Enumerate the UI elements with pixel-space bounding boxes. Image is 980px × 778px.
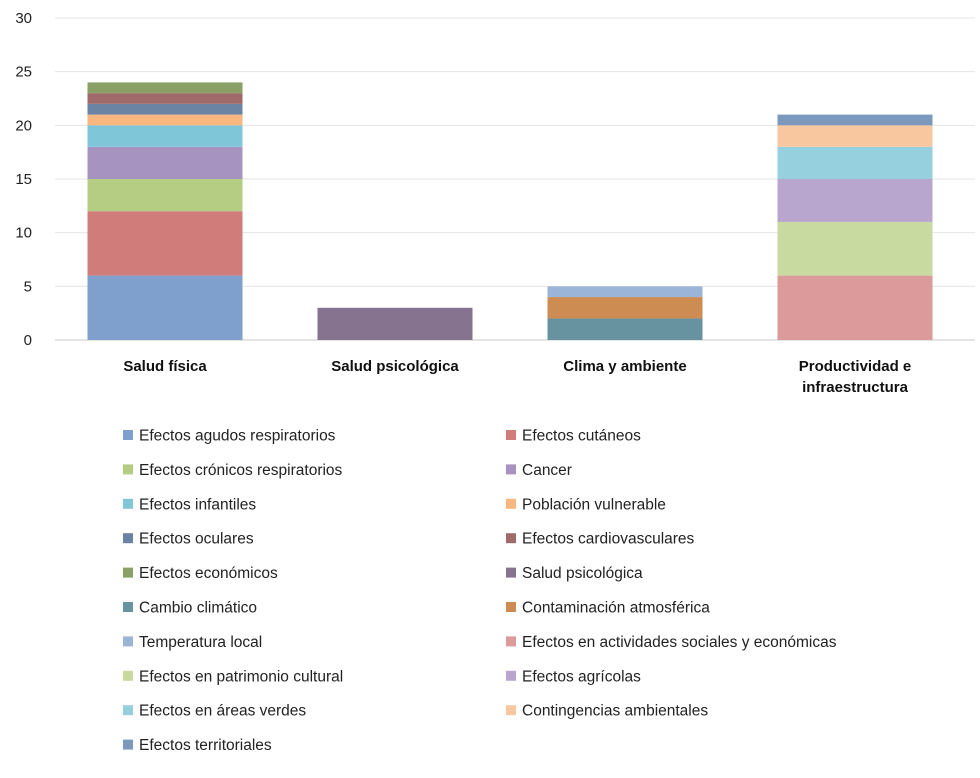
bar-segment xyxy=(777,275,933,340)
bar-segment xyxy=(317,307,473,340)
legend-label: Efectos infantiles xyxy=(139,496,256,513)
legend-swatch xyxy=(506,498,516,509)
legend-label: Efectos en áreas verdes xyxy=(139,703,306,720)
legend-swatch xyxy=(506,670,516,681)
bar-segment xyxy=(777,221,933,276)
x-category-label: Clima y ambiente xyxy=(563,358,686,375)
legend-swatch xyxy=(506,464,516,475)
y-tick-label: 30 xyxy=(15,10,32,27)
legend-swatch xyxy=(123,636,133,647)
legend-label: Contingencias ambientales xyxy=(522,703,708,720)
legend-swatch xyxy=(123,739,133,750)
bar-segment xyxy=(777,125,933,147)
x-category-label: Salud física xyxy=(123,358,207,375)
y-axis-ticks: 0 5 10 15 20 25 30 xyxy=(15,10,32,349)
bar-segment xyxy=(547,286,703,298)
legend-swatch xyxy=(506,430,516,440)
legend-swatch xyxy=(506,602,516,612)
bar-segment xyxy=(547,318,703,340)
legend-swatch xyxy=(123,670,133,681)
legend-label: Efectos agudos respiratorios xyxy=(139,428,336,445)
x-category-label: Productividad e xyxy=(799,358,912,375)
y-tick-label: 10 xyxy=(15,225,32,242)
x-category-label: Salud psicológica xyxy=(331,358,459,375)
legend-swatch xyxy=(506,533,516,544)
legend-label: Efectos cardiovasculares xyxy=(522,531,695,548)
y-tick-label: 5 xyxy=(24,278,32,295)
y-tick-label: 25 xyxy=(15,64,32,81)
bar-segment xyxy=(87,179,243,212)
legend-label: Población vulnerable xyxy=(522,496,666,513)
y-tick-label: 0 xyxy=(24,332,32,349)
legend-label: Efectos territoriales xyxy=(139,737,272,754)
legend: Efectos agudos respiratorios Efectos cutá… xyxy=(123,428,837,754)
legend-swatch xyxy=(506,567,516,578)
legend-swatch xyxy=(123,705,133,716)
legend-label: Efectos económicos xyxy=(139,565,278,582)
bar-segment xyxy=(87,275,243,340)
y-tick-label: 15 xyxy=(15,171,32,188)
legend-label: Efectos agrícolas xyxy=(522,668,641,685)
legend-label: Efectos en actividades sociales y económ… xyxy=(522,634,837,651)
bar-segment xyxy=(547,297,703,319)
legend-label: Efectos cutáneos xyxy=(522,428,641,445)
legend-label: Efectos crónicos respiratorios xyxy=(139,462,343,479)
x-category-label: infraestructura xyxy=(802,379,909,396)
legend-label: Cambio climático xyxy=(139,600,257,617)
legend-label: Temperatura local xyxy=(139,634,262,651)
x-axis-categories: Salud física Salud psicológica Clima y amb… xyxy=(123,358,911,396)
bar-segment xyxy=(87,103,243,115)
legend-label: Salud psicológica xyxy=(522,565,643,582)
bar-segment xyxy=(87,82,243,94)
bar-segment xyxy=(777,179,933,222)
bar-segment xyxy=(777,114,933,126)
bar-segment xyxy=(87,211,243,276)
legend-swatch xyxy=(123,602,133,612)
legend-label: Cancer xyxy=(522,462,572,479)
legend-swatch xyxy=(123,567,133,578)
bar-segment xyxy=(87,146,243,179)
bar-segment xyxy=(87,114,243,126)
legend-label: Contaminación atmosférica xyxy=(522,600,710,617)
legend-swatch xyxy=(123,464,133,475)
legend-swatch xyxy=(506,705,516,716)
legend-swatch xyxy=(123,533,133,544)
y-tick-label: 20 xyxy=(15,117,32,134)
legend-swatch xyxy=(123,498,133,509)
bar-segment xyxy=(777,146,933,179)
legend-swatch xyxy=(506,636,516,647)
bar-segment xyxy=(87,125,243,147)
legend-label: Efectos en patrimonio cultural xyxy=(139,668,343,685)
bars xyxy=(87,82,933,340)
legend-label: Efectos oculares xyxy=(139,531,254,548)
legend-swatch xyxy=(123,430,133,440)
bar-segment xyxy=(87,93,243,104)
